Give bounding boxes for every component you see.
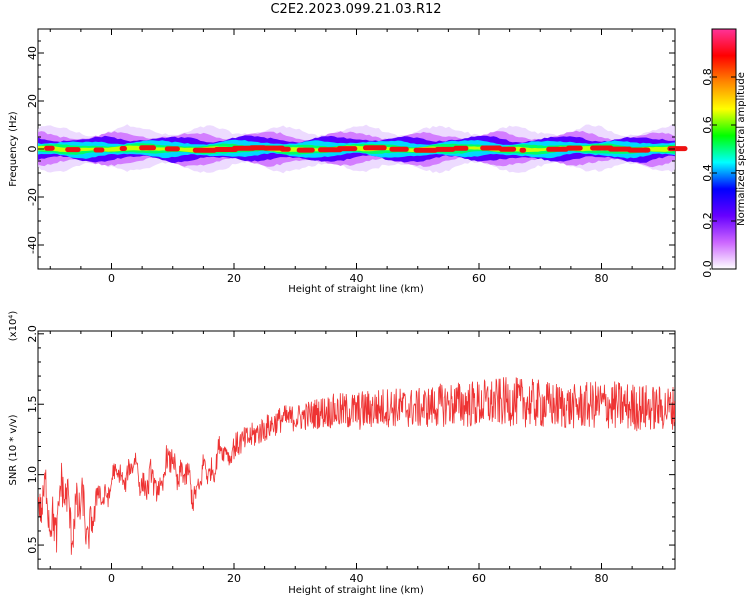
peak-streak xyxy=(363,145,387,151)
peak-streak xyxy=(498,146,517,152)
colorbar-label: Normalized spectral amplitude xyxy=(736,72,747,226)
peak-streak xyxy=(480,145,503,151)
peak-streak xyxy=(318,147,343,153)
frequency-band xyxy=(38,124,688,174)
peak-streak xyxy=(164,146,180,152)
colorbar: 0.0 0.2 0.4 0.6 0.8 Normalized spectral ampl… xyxy=(701,28,747,278)
snr-x-ticks: 0 20 40 60 80 xyxy=(49,331,664,585)
x-tick-label: 0 xyxy=(108,272,115,285)
snr-series-line xyxy=(38,377,675,555)
y-tick-label: -40 xyxy=(26,236,39,254)
spectrogram-x-axis-label: Height of straight line (km) xyxy=(288,284,424,295)
colorbar-tick-label: 0.2 xyxy=(701,212,714,230)
peak-streak xyxy=(519,147,527,153)
x-tick-label: 40 xyxy=(350,572,364,585)
x-tick-label: 60 xyxy=(472,572,486,585)
peak-streak xyxy=(642,147,651,153)
peak-streak xyxy=(93,147,105,153)
peak-streak xyxy=(336,146,358,152)
x-tick-label: 60 xyxy=(472,272,486,285)
x-tick-label: 80 xyxy=(595,572,609,585)
y-tick-label: 1.0 xyxy=(26,466,39,484)
x-tick-label: 0 xyxy=(108,572,115,585)
peak-streak xyxy=(565,145,583,151)
x-tick-label: 40 xyxy=(350,272,364,285)
peak-streak xyxy=(262,145,285,151)
chart-title: C2E2.2023.099.21.03.R12 xyxy=(270,2,442,17)
peak-streak xyxy=(546,146,569,152)
y-tick-label: 20 xyxy=(26,94,39,108)
peak-streak xyxy=(413,147,438,153)
x-tick-label: 80 xyxy=(595,272,609,285)
spectrogram-panel: 0 20 40 60 80 -40 -20 0 20 40 Height of straight… xyxy=(8,28,688,295)
snr-y-ticks: 0.5 1.0 1.5 2.0 xyxy=(26,325,675,560)
spectrogram-x-ticks: 0 20 40 60 80 xyxy=(49,29,664,285)
y-tick-label: 2.0 xyxy=(26,325,39,343)
peak-streak xyxy=(453,145,469,151)
peak-streak xyxy=(667,146,688,152)
snr-plot-frame xyxy=(37,330,676,570)
y-tick-label: -20 xyxy=(26,188,39,206)
y-tick-label: 40 xyxy=(26,46,39,60)
y-tick-label: 0.5 xyxy=(26,536,39,554)
colorbar-gradient xyxy=(711,28,737,270)
colorbar-ticks: 0.0 0.2 0.4 0.6 0.8 xyxy=(701,68,736,278)
peak-streak xyxy=(65,147,81,153)
spectrogram-y-axis-label: Frequency (Hz) xyxy=(8,111,19,187)
colorbar-tick-label: 0.6 xyxy=(701,116,714,134)
y-tick-label: 0 xyxy=(26,146,39,153)
snr-panel: 0 20 40 60 80 0.5 1.0 1.5 2.0 Height of straigh… xyxy=(8,311,676,596)
snr-x-axis-label: Height of straight line (km) xyxy=(288,585,424,596)
x-tick-label: 20 xyxy=(227,272,241,285)
peak-streak xyxy=(249,145,267,151)
colorbar-tick-label: 0.4 xyxy=(701,164,714,182)
peak-streak xyxy=(279,146,291,152)
peak-streak xyxy=(590,145,614,151)
x-tick-label: 20 xyxy=(227,572,241,585)
peak-streak xyxy=(192,147,217,153)
peak-streak xyxy=(434,146,456,152)
snr-scale-note: (x10⁴) xyxy=(8,311,19,342)
peak-streak xyxy=(139,145,156,151)
snr-y-axis-label: SNR (10 * v/v) xyxy=(8,414,19,485)
peak-streak xyxy=(296,147,315,153)
colorbar-tick-label: 0.0 xyxy=(701,260,714,278)
y-tick-label: 1.5 xyxy=(26,395,39,413)
peak-streak xyxy=(44,145,55,151)
peak-streak xyxy=(119,146,127,151)
spectrogram-y-ticks: -40 -20 0 20 40 xyxy=(26,28,675,270)
peak-streak xyxy=(607,146,632,152)
colorbar-tick-label: 0.8 xyxy=(701,68,714,86)
peak-streak xyxy=(389,146,409,152)
